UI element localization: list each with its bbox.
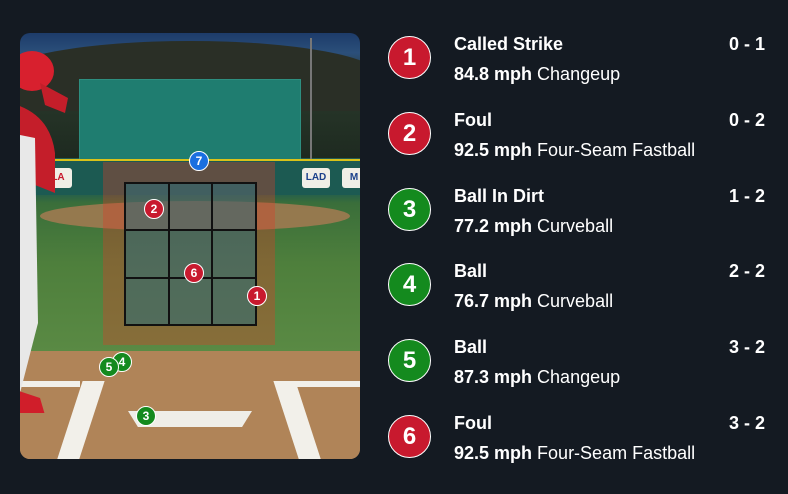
pitch-result: Ball — [454, 337, 488, 357]
pitch-marker[interactable]: 6 — [184, 263, 204, 283]
zone-cell — [125, 230, 169, 278]
pitch-speed: 76.7 mph — [454, 291, 533, 311]
light-pole — [310, 38, 312, 160]
pitch-count: 0 - 1 — [728, 34, 765, 54]
pitch-speed: 92.5 mph — [454, 443, 533, 463]
pitch-list-item[interactable]: 5 Ball 3 - 2 87.3 mph Changeup — [388, 337, 768, 397]
pitch-speed: 84.8 mph — [454, 64, 533, 84]
batters-box-line — [20, 381, 80, 387]
pitch-count: 2 - 2 — [728, 261, 765, 281]
home-plate — [128, 411, 252, 427]
pitch-count: 3 - 2 — [728, 413, 765, 433]
zone-cell — [212, 183, 256, 231]
pitch-list-item[interactable]: 6 Foul 3 - 2 92.5 mph Four-Seam Fastball — [388, 413, 768, 473]
pitch-list-item[interactable]: 4 Ball 2 - 2 76.7 mph Curveball — [388, 261, 768, 321]
pitch-list-item[interactable]: 2 Foul 0 - 2 92.5 mph Four-Seam Fastball — [388, 110, 768, 170]
pitch-speed: 87.3 mph — [454, 367, 533, 387]
pitch-number-badge: 5 — [388, 339, 431, 382]
ad-logo: M — [342, 168, 360, 188]
pitch-speed: 92.5 mph — [454, 140, 533, 160]
zone-cell — [168, 277, 213, 325]
pitch-count: 1 - 2 — [728, 186, 765, 206]
pitch-marker[interactable]: 7 — [189, 151, 209, 171]
pitch-count: 3 - 2 — [728, 337, 765, 357]
strike-zone-grid — [124, 182, 257, 326]
batter-image — [20, 51, 68, 413]
pitch-type: Curveball — [537, 291, 614, 311]
pitch-result: Foul — [454, 110, 492, 130]
pitch-number-badge: 6 — [388, 415, 431, 458]
pitch-list-item[interactable]: 1 Called Strike 0 - 1 84.8 mph Changeup — [388, 34, 768, 94]
pitch-marker[interactable]: 3 — [136, 406, 156, 426]
pitch-result: Called Strike — [454, 34, 564, 54]
pitch-type: Four-Seam Fastball — [537, 443, 696, 463]
ad-logo: LAD — [302, 168, 330, 188]
pitch-type: Changeup — [537, 367, 621, 387]
zone-cell — [168, 183, 213, 231]
pitch-marker[interactable]: 2 — [144, 199, 164, 219]
pitch-result: Ball In Dirt — [454, 186, 545, 206]
pitch-count: 0 - 2 — [728, 110, 765, 130]
pitch-list-item[interactable]: 3 Ball In Dirt 1 - 2 77.2 mph Curveball — [388, 186, 768, 246]
pitch-number-badge: 4 — [388, 263, 431, 306]
pitch-location-view: LA LAD M 7 2 6 1 4 5 3 — [20, 33, 360, 459]
pitch-marker[interactable]: 5 — [99, 357, 119, 377]
pitch-result: Ball — [454, 261, 488, 281]
batters-box-line — [280, 381, 360, 387]
pitch-type: Curveball — [537, 216, 614, 236]
zone-cell — [212, 230, 256, 278]
zone-cell — [125, 183, 169, 231]
batters-eye-wall — [79, 79, 301, 163]
zone-cell — [125, 277, 169, 325]
pitch-marker[interactable]: 1 — [247, 286, 267, 306]
pitch-type: Changeup — [537, 64, 621, 84]
pitch-number-badge: 3 — [388, 188, 431, 231]
pitch-type: Four-Seam Fastball — [537, 140, 696, 160]
pitch-result: Foul — [454, 413, 492, 433]
pitch-number-badge: 1 — [388, 36, 431, 79]
pitch-speed: 77.2 mph — [454, 216, 533, 236]
pitch-number-badge: 2 — [388, 112, 431, 155]
